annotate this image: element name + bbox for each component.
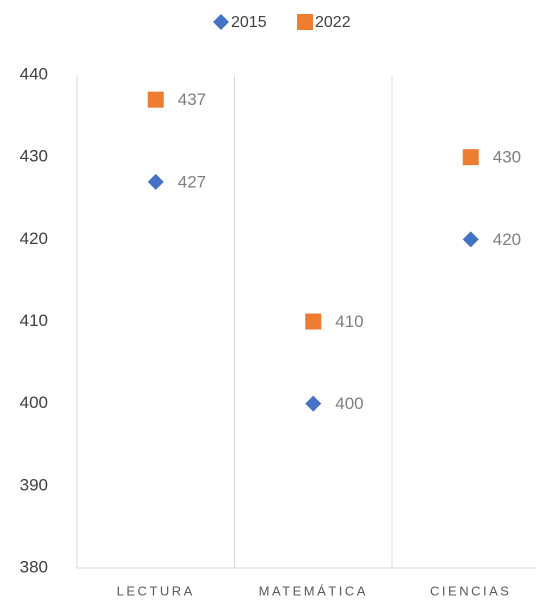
y-tick-label: 400 [20, 393, 48, 412]
data-label: 427 [178, 172, 206, 191]
y-tick-label: 410 [20, 311, 48, 330]
data-label: 430 [493, 148, 521, 167]
marker [213, 14, 229, 30]
marker [462, 149, 479, 166]
marker [305, 313, 322, 330]
y-tick-label: 420 [20, 229, 48, 248]
marker [462, 231, 479, 248]
marker [147, 173, 164, 190]
data-label: 437 [178, 90, 206, 109]
data-label: 400 [335, 394, 363, 413]
marker [147, 91, 164, 108]
x-tick-label: LECTURA [117, 583, 195, 598]
x-tick-label: MATEMÁTICA [259, 583, 368, 598]
y-tick-label: 430 [20, 147, 48, 166]
marker [305, 395, 322, 412]
data-label: 420 [493, 230, 521, 249]
y-tick-label: 380 [20, 557, 48, 576]
data-label: 410 [335, 312, 363, 331]
legend-label: 2022 [315, 14, 351, 31]
legend-label: 2015 [231, 14, 267, 31]
x-tick-label: CIENCIAS [430, 583, 511, 598]
y-tick-label: 440 [20, 64, 48, 83]
marker [297, 14, 313, 30]
y-tick-label: 390 [20, 475, 48, 494]
